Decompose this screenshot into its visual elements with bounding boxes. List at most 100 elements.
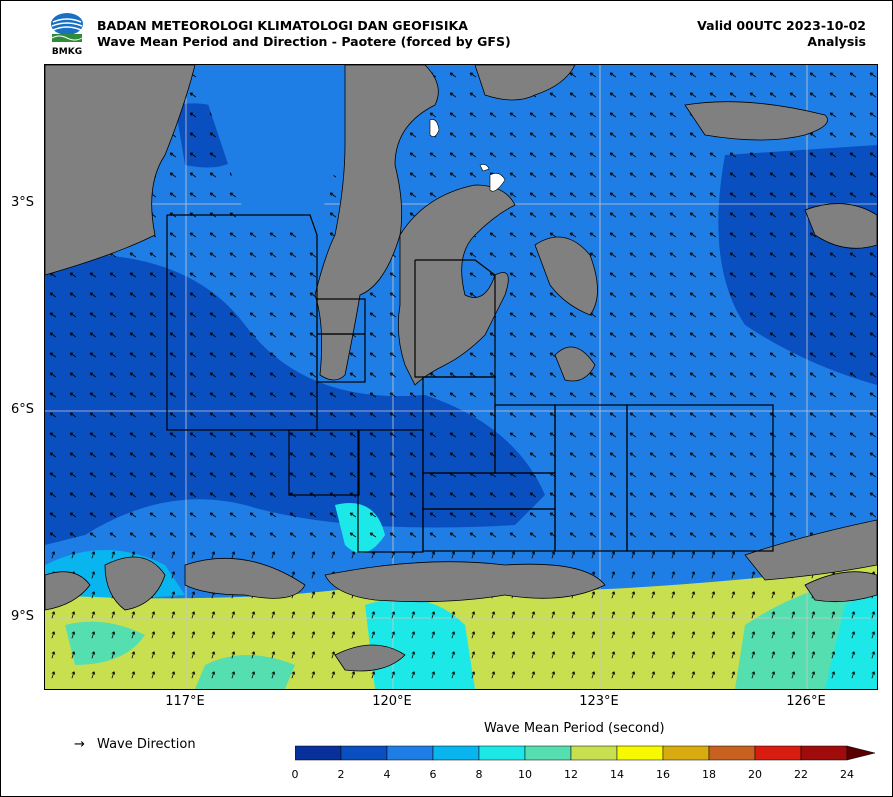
wave-arrow — [271, 551, 276, 559]
wave-arrow — [649, 132, 657, 138]
wave-arrow — [469, 152, 477, 158]
wave-arrow — [709, 392, 717, 398]
wave-arrow — [669, 432, 677, 438]
wave-arrow — [611, 591, 616, 599]
wave-arrow — [391, 671, 396, 679]
wave-arrow — [249, 472, 257, 478]
wave-arrow — [149, 452, 157, 458]
wave-arrow — [769, 292, 777, 298]
wave-arrow — [589, 92, 597, 98]
wave-arrow — [649, 452, 657, 458]
wave-arrow — [69, 512, 77, 518]
wave-arrow — [789, 212, 797, 218]
wave-arrow — [689, 452, 697, 458]
wave-arrow — [771, 591, 776, 599]
wave-arrow — [189, 452, 197, 458]
wave-arrow — [649, 192, 657, 198]
wave-arrow — [589, 412, 597, 418]
wave-arrow — [629, 152, 637, 158]
wave-arrow — [849, 252, 857, 258]
wave-arrow — [869, 172, 877, 178]
wave-arrow — [589, 512, 597, 518]
wave-arrow — [611, 651, 616, 659]
wave-arrow — [489, 252, 497, 258]
wave-arrow — [471, 631, 476, 639]
wave-arrow — [849, 132, 857, 138]
wave-arrow — [149, 372, 157, 378]
wave-arrow — [551, 631, 556, 639]
wave-arrow — [649, 392, 657, 398]
colorbar-tick-label: 0 — [291, 768, 299, 781]
wave-arrow — [809, 312, 817, 318]
wave-arrow — [189, 152, 197, 158]
wave-arrow — [849, 152, 857, 158]
wave-arrow — [509, 332, 517, 338]
wave-arrow — [749, 312, 757, 318]
wave-arrow — [791, 591, 796, 599]
wave-arrow — [389, 432, 397, 438]
colorbar-cell — [295, 745, 342, 761]
wave-arrow — [809, 492, 817, 498]
wave-arrow — [89, 432, 97, 438]
wave-arrow — [769, 72, 777, 78]
wave-arrow — [249, 232, 257, 238]
wave-arrow — [749, 532, 757, 538]
lon-label-123e: 123°E — [579, 694, 619, 709]
wave-arrow — [329, 412, 337, 418]
wave-arrow — [389, 532, 397, 538]
wave-arrow — [189, 432, 197, 438]
wave-arrow — [189, 492, 197, 498]
wave-arrow — [509, 492, 517, 498]
wave-arrow — [789, 392, 797, 398]
wave-arrow — [809, 152, 817, 158]
wave-arrow — [169, 392, 177, 398]
wave-arrow — [649, 172, 657, 178]
wave-arrow — [471, 651, 476, 659]
wave-arrow — [249, 452, 257, 458]
wave-arrow — [549, 392, 557, 398]
wave-arrow — [629, 332, 637, 338]
wave-arrow — [789, 192, 797, 198]
wave-arrow — [49, 492, 57, 498]
wave-arrow — [789, 412, 797, 418]
wave-arrow — [169, 172, 177, 178]
wave-arrow — [371, 671, 376, 679]
wave-arrow — [529, 372, 537, 378]
wave-arrow — [749, 432, 757, 438]
wave-arrow — [749, 372, 757, 378]
colorbar-tick-label: 4 — [383, 768, 391, 781]
sea-field-2-4s — [45, 253, 545, 545]
wave-arrow — [831, 611, 836, 619]
wave-arrow — [129, 292, 137, 298]
wave-arrow — [549, 332, 557, 338]
wave-arrow — [211, 671, 216, 679]
wave-arrow — [411, 651, 416, 659]
wave-arrow — [569, 332, 577, 338]
wave-arrow — [109, 292, 117, 298]
wave-arrow — [49, 512, 57, 518]
wave-arrow — [809, 72, 817, 78]
wave-arrow — [569, 212, 577, 218]
sea-field-10-12s-south — [195, 655, 295, 689]
wave-arrow — [669, 92, 677, 98]
wave-direction-label: Wave Direction — [97, 737, 196, 752]
wave-arrow — [629, 232, 637, 238]
wave-arrow — [609, 212, 617, 218]
wave-arrow — [529, 512, 537, 518]
wave-arrow — [129, 472, 137, 478]
wave-arrow — [91, 591, 96, 599]
wave-arrow — [289, 452, 297, 458]
colorbar-cell — [524, 745, 572, 761]
wave-arrow — [529, 112, 537, 118]
wave-arrow — [669, 172, 677, 178]
wave-arrow — [669, 292, 677, 298]
wave-arrow — [629, 272, 637, 278]
wave-arrow — [629, 492, 637, 498]
wave-arrow — [789, 272, 797, 278]
wave-arrow — [649, 112, 657, 118]
wave-arrow — [171, 551, 176, 559]
wave-arrow — [871, 651, 876, 659]
wave-arrow — [69, 492, 77, 498]
wave-arrow — [289, 432, 297, 438]
wave-arrow — [649, 432, 657, 438]
